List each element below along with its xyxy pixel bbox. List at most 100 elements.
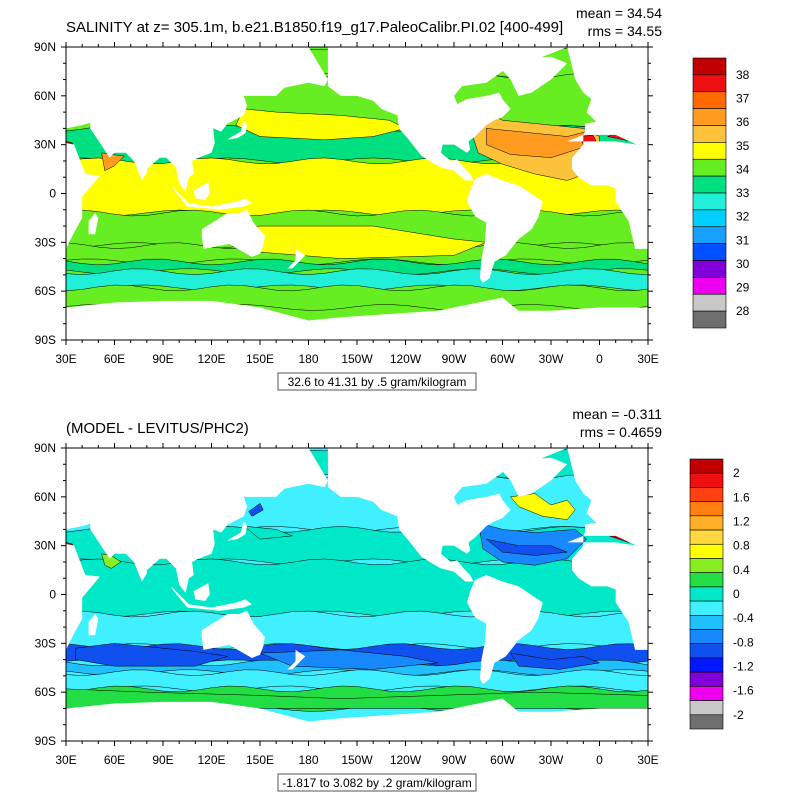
y-tick-label: 30N <box>34 138 56 152</box>
x-tick-label: 60E <box>104 753 125 767</box>
x-tick-label: 150W <box>341 753 373 767</box>
colorbar-swatch <box>689 629 724 645</box>
x-tick-label: 30E <box>55 352 76 366</box>
y-tick-label: 60S <box>35 284 56 298</box>
colorbar-swatch <box>689 643 724 659</box>
colorbar-swatch <box>692 277 727 295</box>
colorbar-label: 35 <box>736 139 750 153</box>
colorbar-swatch <box>689 558 724 573</box>
land-mass-13 <box>567 535 648 650</box>
y-tick-label: 90S <box>35 333 56 347</box>
colorbar-label: 28 <box>736 304 750 318</box>
land-mass-11 <box>466 574 543 685</box>
x-tick-label: 150W <box>341 352 373 366</box>
colorbar-swatch <box>689 487 724 502</box>
ocean-field <box>66 448 648 741</box>
contour-region-3 <box>486 538 568 556</box>
info-label: -1.817 to 3.082 by .2 gram/kilogram <box>282 776 471 790</box>
colorbar-label: 30 <box>736 257 750 271</box>
land-mass-7 <box>201 209 265 257</box>
colorbar-label: 36 <box>736 115 750 129</box>
x-tick-label: 0 <box>596 753 603 767</box>
colorbar-label: 34 <box>736 162 750 176</box>
land-mass-9 <box>327 47 568 181</box>
x-tick-label: 150E <box>246 753 274 767</box>
colorbar-swatch <box>692 260 727 278</box>
colorbar-label: 38 <box>736 68 750 82</box>
x-tick-label: 150E <box>246 352 274 366</box>
colorbar-swatch <box>689 458 724 474</box>
colorbar-swatch <box>689 686 724 701</box>
mean-value: mean = 34.54 <box>576 5 662 21</box>
land-mass-13 <box>567 134 648 249</box>
colorbar-label: 32 <box>736 210 750 224</box>
y-tick-label: 60N <box>34 490 56 504</box>
x-tick-label: 30W <box>539 352 564 366</box>
land-mass-6 <box>193 583 210 602</box>
land-mass-7 <box>201 610 265 658</box>
land-mass-15 <box>66 297 648 340</box>
x-tick-label: 30E <box>637 352 658 366</box>
colorbar-swatch <box>692 74 727 93</box>
contour-region-1 <box>510 493 576 520</box>
land-mass-4 <box>227 120 248 140</box>
x-tick-label: 30E <box>637 753 658 767</box>
colorbar-swatch <box>689 714 724 730</box>
ocean-field <box>66 47 648 340</box>
contour-band-5 <box>66 610 648 650</box>
colorbar-swatch <box>692 142 727 160</box>
y-tick-label: 90N <box>34 40 56 54</box>
x-tick-label: 120W <box>390 352 422 366</box>
land-mass-6 <box>193 182 210 201</box>
colorbar-swatch <box>692 293 727 312</box>
colorbar-swatch <box>692 192 727 211</box>
contour-region-11 <box>510 652 601 670</box>
land-mass-12 <box>567 47 648 145</box>
land-mass-5 <box>171 185 252 210</box>
x-tick-label: 120E <box>197 753 225 767</box>
colorbar-swatch <box>692 226 727 244</box>
colorbar-label: 1.6 <box>733 490 750 504</box>
colorbar-label: 2 <box>733 466 740 480</box>
x-tick-label: 90E <box>152 352 173 366</box>
x-tick-label: 180 <box>298 753 318 767</box>
y-tick-label: 30N <box>34 539 56 553</box>
x-tick-label: 60W <box>490 352 515 366</box>
colorbar-label: 0.4 <box>733 563 750 577</box>
y-tick-label: 30S <box>35 636 56 650</box>
chart-title: SALINITY at z= 305.1m, b.e21.B1850.f19_g… <box>66 19 563 36</box>
land-mass-8 <box>287 248 306 269</box>
colorbar-label: 1.2 <box>733 515 750 529</box>
land-mass-1 <box>66 143 100 249</box>
colorbar-label: -1.2 <box>733 659 754 673</box>
contour-region-5 <box>248 502 264 517</box>
colorbar-swatch <box>692 57 727 76</box>
info-label-box <box>277 773 477 792</box>
colorbar-swatch <box>692 175 727 194</box>
x-tick-label: 90W <box>442 352 467 366</box>
contour-region-2 <box>477 522 587 566</box>
chart-title: (MODEL - LEVITUS/PHC2) <box>66 420 249 437</box>
land-mass-11 <box>466 173 543 284</box>
land-mass-5 <box>171 586 252 611</box>
colorbar-swatch <box>689 586 724 602</box>
colorbar-swatch <box>692 125 727 143</box>
colorbar-swatch <box>689 572 724 588</box>
colorbar-swatch <box>689 600 724 616</box>
colorbar-swatch <box>692 91 727 109</box>
land-mass-1 <box>66 544 100 650</box>
colorbar-swatch <box>689 515 724 531</box>
info-label: 32.6 to 41.31 by .5 gram/kilogram <box>288 375 467 389</box>
colorbar-swatch <box>689 671 724 687</box>
land-mass-10 <box>499 457 568 497</box>
colorbar-swatch <box>692 209 727 228</box>
colorbar-swatch <box>692 158 727 177</box>
contour-region-4 <box>243 525 293 540</box>
colorbar-label: 33 <box>736 186 750 200</box>
land-mass-9 <box>327 448 568 582</box>
x-tick-label: 60W <box>490 753 515 767</box>
x-tick-label: 120W <box>390 753 422 767</box>
colorbar-swatch <box>689 615 724 630</box>
land-mass-12 <box>567 448 648 546</box>
